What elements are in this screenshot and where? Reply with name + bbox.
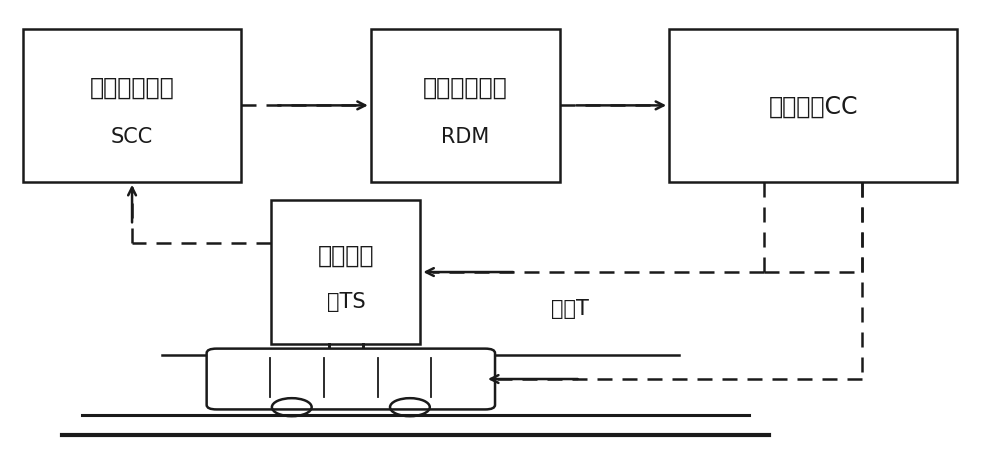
- Text: 所TS: 所TS: [327, 291, 365, 311]
- FancyBboxPatch shape: [207, 349, 495, 410]
- Text: SCC: SCC: [111, 127, 153, 147]
- Text: RDM: RDM: [441, 127, 489, 147]
- FancyBboxPatch shape: [669, 30, 957, 182]
- Text: 记录决策模块: 记录决策模块: [423, 76, 508, 100]
- Text: 数据采集系统: 数据采集系统: [90, 76, 174, 100]
- FancyBboxPatch shape: [371, 30, 560, 182]
- Text: 列车T: 列车T: [551, 298, 589, 318]
- FancyBboxPatch shape: [23, 30, 241, 182]
- FancyBboxPatch shape: [271, 201, 420, 344]
- Text: 控制中心CC: 控制中心CC: [769, 94, 858, 118]
- Text: 牵引变电: 牵引变电: [318, 243, 374, 267]
